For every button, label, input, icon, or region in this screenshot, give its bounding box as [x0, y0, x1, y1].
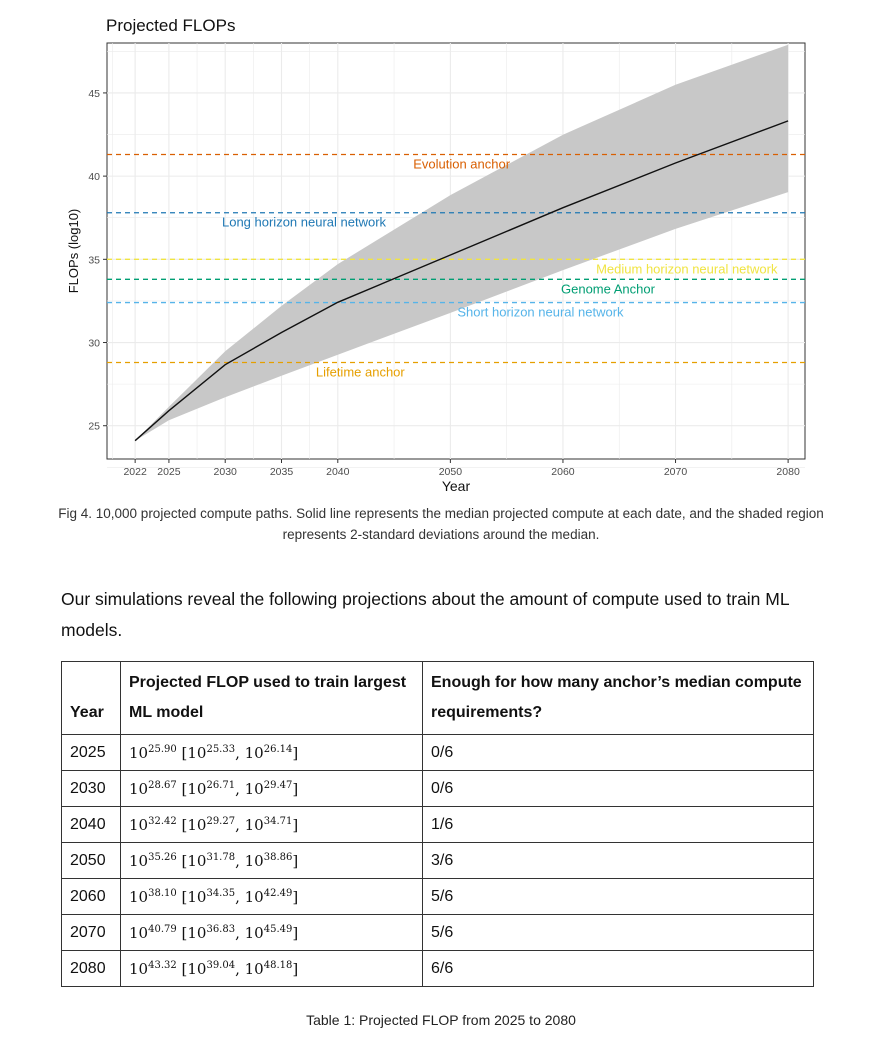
x-axis-label: Year [442, 478, 471, 494]
x-axis-ticks: 2022 2025 2030 2035 2040 2050 2060 2070 2080 [123, 459, 800, 478]
table-row: 2025 1025.90 [1025.33, 1026.14] 0/6 [61, 734, 814, 771]
cell-year: 2025 [61, 734, 121, 771]
median-line [134, 120, 789, 442]
header-flop: Projected FLOP used to train largest ML … [120, 661, 423, 735]
confidence-band [135, 44, 789, 441]
x-tick-label: 2035 [270, 466, 294, 478]
band-area [135, 44, 789, 441]
x-tick-label: 2030 [214, 466, 238, 478]
y-tick-label: 25 [88, 421, 100, 433]
cell-year: 2050 [61, 842, 121, 879]
projection-table: Year Projected FLOP used to train larges… [61, 661, 814, 987]
anchor-lines: Evolution anchor Long horizon neural netw… [107, 153, 805, 379]
anchor-label: Lifetime anchor [316, 364, 406, 379]
anchor-label: Medium horizon neural network [596, 261, 778, 276]
x-tick-label: 2060 [551, 466, 575, 478]
cell-year: 2040 [61, 806, 121, 843]
cell-flop: 1040.79 [1036.83, 1045.49] [120, 914, 423, 951]
table-row: 2070 1040.79 [1036.83, 1045.49] 5/6 [61, 914, 814, 951]
anchor-label: Genome Anchor [561, 281, 656, 296]
y-axis-ticks: 25 30 35 40 45 [88, 88, 107, 433]
cell-year: 2070 [61, 914, 121, 951]
cell-enough: 3/6 [422, 842, 814, 879]
table-row: 2030 1028.67 [1026.71, 1029.47] 0/6 [61, 770, 814, 807]
x-tick-label: 2040 [326, 466, 350, 478]
x-tick-label: 2025 [157, 466, 181, 478]
y-tick-label: 30 [88, 338, 100, 350]
median-path [134, 120, 789, 442]
cell-flop: 1043.32 [1039.04, 1048.18] [120, 950, 423, 987]
cell-enough: 0/6 [422, 734, 814, 771]
chart-title: Projected FLOPs [106, 16, 235, 35]
header-enough: Enough for how many anchor’s median comp… [422, 661, 814, 735]
table-caption: Table 1: Projected FLOP from 2025 to 208… [306, 1012, 576, 1028]
y-axis-label: FLOPs (log10) [66, 209, 81, 294]
flops-chart: Projected FLOPs Evolution anchor Long hor… [66, 16, 806, 494]
table-row: 2050 1035.26 [1031.78, 1038.86] 3/6 [61, 842, 814, 879]
cell-year: 2030 [61, 770, 121, 807]
cell-year: 2080 [61, 950, 121, 987]
cell-enough: 1/6 [422, 806, 814, 843]
y-tick-label: 40 [88, 171, 100, 183]
y-tick-label: 35 [88, 254, 100, 266]
cell-enough: 5/6 [422, 914, 814, 951]
anchor-label: Evolution anchor [413, 156, 511, 171]
cell-flop: 1025.90 [1025.33, 1026.14] [120, 734, 423, 771]
cell-enough: 6/6 [422, 950, 814, 987]
intro-paragraph: Our simulations reveal the following pro… [61, 589, 789, 640]
anchor-label: Long horizon neural network [222, 215, 387, 230]
cell-enough: 5/6 [422, 878, 814, 915]
anchor-label: Short horizon neural network [457, 305, 624, 320]
x-tick-label: 2050 [439, 466, 463, 478]
cell-flop: 1032.42 [1029.27, 1034.71] [120, 806, 423, 843]
y-tick-label: 45 [88, 88, 100, 100]
figure-caption: Fig 4. 10,000 projected compute paths. S… [58, 506, 824, 542]
cell-enough: 0/6 [422, 770, 814, 807]
table-row: 2040 1032.42 [1029.27, 1034.71] 1/6 [61, 806, 814, 843]
table-header-row: Year Projected FLOP used to train larges… [61, 661, 814, 735]
cell-flop: 1035.26 [1031.78, 1038.86] [120, 842, 423, 879]
x-tick-label: 2080 [776, 466, 800, 478]
cell-year: 2060 [61, 878, 121, 915]
x-tick-label: 2070 [664, 466, 688, 478]
table-row: 2060 1038.10 [1034.35, 1042.49] 5/6 [61, 878, 814, 915]
table-body: 2025 1025.90 [1025.33, 1026.14] 0/6 2030 102… [61, 734, 814, 987]
header-year: Year [61, 661, 121, 735]
table-row: 2080 1043.32 [1039.04, 1048.18] 6/6 [61, 950, 814, 987]
cell-flop: 1038.10 [1034.35, 1042.49] [120, 878, 423, 915]
cell-flop: 1028.67 [1026.71, 1029.47] [120, 770, 423, 807]
x-tick-label: 2022 [123, 466, 147, 478]
